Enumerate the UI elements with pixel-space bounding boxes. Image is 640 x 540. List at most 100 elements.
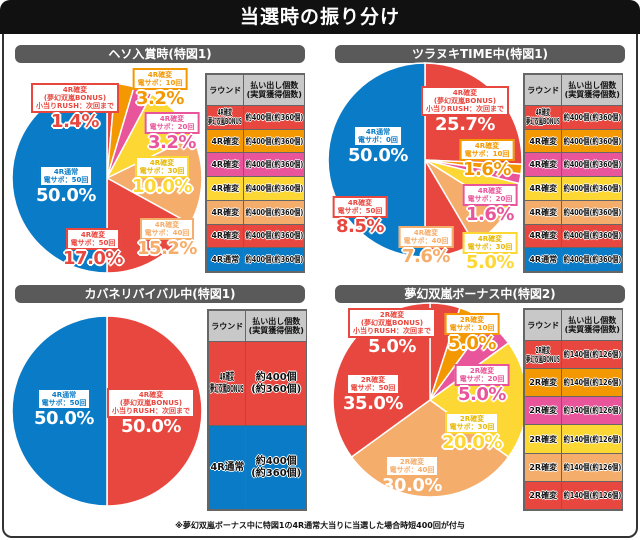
slice-label: 2R確変 電サポ：30回 20.0%	[442, 412, 502, 452]
slice-label-text: 4R確変 電サポ：30回	[134, 156, 190, 178]
slice-percentage: 50.0%	[36, 185, 96, 206]
table-cell-round-text: 2R確変	[529, 406, 558, 416]
table-cell-payout-text: 約400個 (約360個)	[251, 455, 302, 479]
slice-label-text: 2R確変 電サポ：50回	[345, 373, 401, 395]
table-cell-payout: 約400個(約360個)	[244, 200, 304, 224]
table-cell-round-text: 4R確変	[211, 136, 240, 146]
slice-label-text: 4R確変 電サポ：10回	[459, 139, 515, 161]
table-cell-payout-text: 約140個(約126個)	[563, 434, 622, 444]
slice-label-text: 4R確変 電サポ：20回	[462, 184, 518, 206]
table-cell-round: 4R確変	[525, 153, 562, 177]
table-cell-round-text: 2R確変	[529, 462, 558, 472]
table-cell-round: 4R確変 夢幻双嵐BONUS	[209, 342, 246, 425]
slice-label: 4R確変 電サポ：10回 1.6%	[459, 139, 515, 180]
table-cell-round: 4R確変 夢幻双嵐BONUS	[525, 106, 562, 129]
table-cell-round-text: 2R確変	[529, 378, 558, 388]
table-cell-payout-text: 約140個(約126個)	[563, 350, 622, 360]
slice-label-text: 4R確変 電サポ：40回	[139, 218, 195, 240]
table-cell-payout: 約400個(約360個)	[562, 129, 622, 153]
table-cell-payout: 約400個(約360個)	[562, 224, 622, 248]
slice-label-text: 2R確変 電サポ：20回	[454, 364, 510, 386]
panel-title: カバネリバイバル中(特図1)	[15, 285, 305, 303]
table-cell-round: 4R確変	[525, 200, 562, 224]
table-cell-round: 2R確変	[525, 369, 562, 397]
slice-label: 4R確変 電サポ：30回 10.0%	[132, 156, 192, 196]
slice-label: 2R確変 (夢幻双嵐BONUS) 小当りRUSH：次回まで 5.0%	[348, 308, 436, 356]
slice-label-text: 4R通常 電サポ：50回	[38, 165, 94, 187]
table-cell-payout: 約140個(約126個)	[562, 341, 622, 369]
table-cell-round-text: 4R確変	[529, 183, 558, 193]
table-header-text: 払い出し個数 (実質獲得個数)	[564, 81, 620, 99]
page-title: 当選時の振り分け	[0, 0, 640, 34]
pie-chart	[11, 82, 203, 274]
slice-label: 4R確変 電サポ：20回 3.2%	[144, 112, 200, 152]
table-cell-payout-text: 約400個(約360個)	[245, 160, 304, 170]
slice-percentage: 50.0%	[348, 145, 408, 166]
table-header: ラウンド	[525, 75, 562, 105]
table-cell-payout: 約140個(約126個)	[562, 425, 622, 453]
slice-label-text: 2R確変 電サポ：30回	[444, 412, 500, 434]
table-header: 払い出し個数 (実質獲得個数)	[246, 311, 306, 341]
table-cell-payout: 約400個 (約360個)	[246, 426, 306, 509]
table-cell-round: 4R確変	[207, 200, 244, 224]
table-cell-payout: 約400個(約360個)	[244, 224, 304, 248]
table-header-text: 払い出し個数 (実質獲得個数)	[246, 81, 302, 99]
table-cell-payout: 約400個(約360個)	[244, 153, 304, 177]
slice-percentage: 3.2%	[136, 88, 184, 109]
table-cell-payout-text: 約400個(約360個)	[245, 231, 304, 241]
table-cell-payout: 約140個(約126個)	[562, 397, 622, 425]
slice-label-text: 4R確変 (夢幻双嵐BONUS) 小当りRUSH：次回まで	[31, 83, 119, 113]
slice-label: 4R確変 電サポ：40回 7.6%	[398, 226, 454, 267]
table-cell-payout-text: 約140個(約126個)	[563, 490, 622, 500]
table-cell-round: 2R確変	[525, 453, 562, 481]
slice-label-text: 2R確変 (夢幻双嵐BONUS) 小当りRUSH：次回まで	[348, 308, 436, 338]
table-cell-round-text: 4R確変 夢幻双嵐BONUS	[208, 108, 243, 127]
slice-label: 2R確変 電サポ：50回 35.0%	[343, 373, 403, 413]
table-cell-payout: 約400個(約360個)	[562, 177, 622, 200]
slice-label-text: 4R通常 電サポ：0回	[353, 125, 403, 147]
slice-percentage: 7.6%	[402, 246, 450, 267]
table-cell-round-text: 4R確変	[529, 136, 558, 146]
slice-percentage: 20.0%	[442, 432, 502, 453]
table-cell-payout: 約400個(約360個)	[562, 248, 622, 271]
table-cell-round: 4R確変	[525, 129, 562, 153]
table-cell-payout: 約400個(約360個)	[562, 153, 622, 177]
pie-slice	[11, 315, 108, 507]
table-cell-round-text: 4R確変	[211, 183, 240, 193]
table-header: 払い出し個数 (実質獲得個数)	[562, 310, 622, 340]
table-header-text: ラウンド	[211, 321, 244, 331]
payout-table: ラウンド 払い出し個数 (実質獲得個数) 4R確変 夢幻双嵐BONUS 約400個 (…	[207, 309, 307, 511]
table-cell-payout: 約400個(約360個)	[562, 200, 622, 224]
panel-title: ヘソ入賞時(特図1)	[15, 45, 305, 63]
table-cell-payout-text: 約140個(約126個)	[563, 462, 622, 472]
table-header-text: 払い出し個数 (実質獲得個数)	[564, 316, 620, 334]
slice-label: 4R確変 電サポ：20回 1.6%	[462, 184, 518, 225]
slice-percentage: 1.6%	[466, 204, 514, 225]
table-cell-round-text: 4R確変	[211, 160, 240, 170]
slice-percentage: 5.0%	[368, 336, 416, 357]
slice-label: 4R確変 電サポ：40回 15.2%	[137, 218, 197, 258]
table-cell-payout-text: 約400個(約360個)	[245, 255, 304, 265]
table-cell-round-text: 4R確変	[211, 207, 240, 217]
slice-label-text: 4R確変 電サポ：10回	[132, 68, 188, 90]
table-cell-round-text: 4R確変	[211, 231, 240, 241]
table-cell-payout-text: 約400個(約360個)	[245, 183, 304, 193]
table-cell-round-text: 4R確変	[529, 160, 558, 170]
table-cell-round: 4R確変	[207, 177, 244, 200]
slice-label-text: 4R確変 電サポ：40回	[398, 226, 454, 248]
table-cell-payout: 約400個(約360個)	[244, 106, 304, 129]
slice-label: 2R確変 電サポ：10回 5.0%	[444, 313, 500, 353]
table-cell-round: 4R通常	[207, 248, 244, 271]
table-cell-round-text: 4R通常	[210, 461, 245, 473]
table-cell-payout-text: 約400個(約360個)	[563, 112, 622, 122]
table-cell-payout-text: 約400個(約360個)	[245, 136, 304, 146]
table-cell-round: 4R通常	[209, 426, 246, 509]
slice-label-text: 4R確変 電サポ：50回	[65, 228, 121, 250]
table-cell-round-text: 4R確変	[529, 231, 558, 241]
slice-percentage: 1.6%	[463, 159, 511, 180]
table-cell-payout-text: 約400個(約360個)	[563, 136, 622, 146]
table-cell-round: 4R確変	[207, 153, 244, 177]
panel-title: ツラヌキTIME中(特図1)	[335, 45, 625, 63]
table-header: 払い出し個数 (実質獲得個数)	[244, 75, 304, 105]
footnote: ※夢幻双嵐ボーナス中に特図1の4R通常大当りに当選した場合時短400回が付与	[175, 521, 465, 530]
